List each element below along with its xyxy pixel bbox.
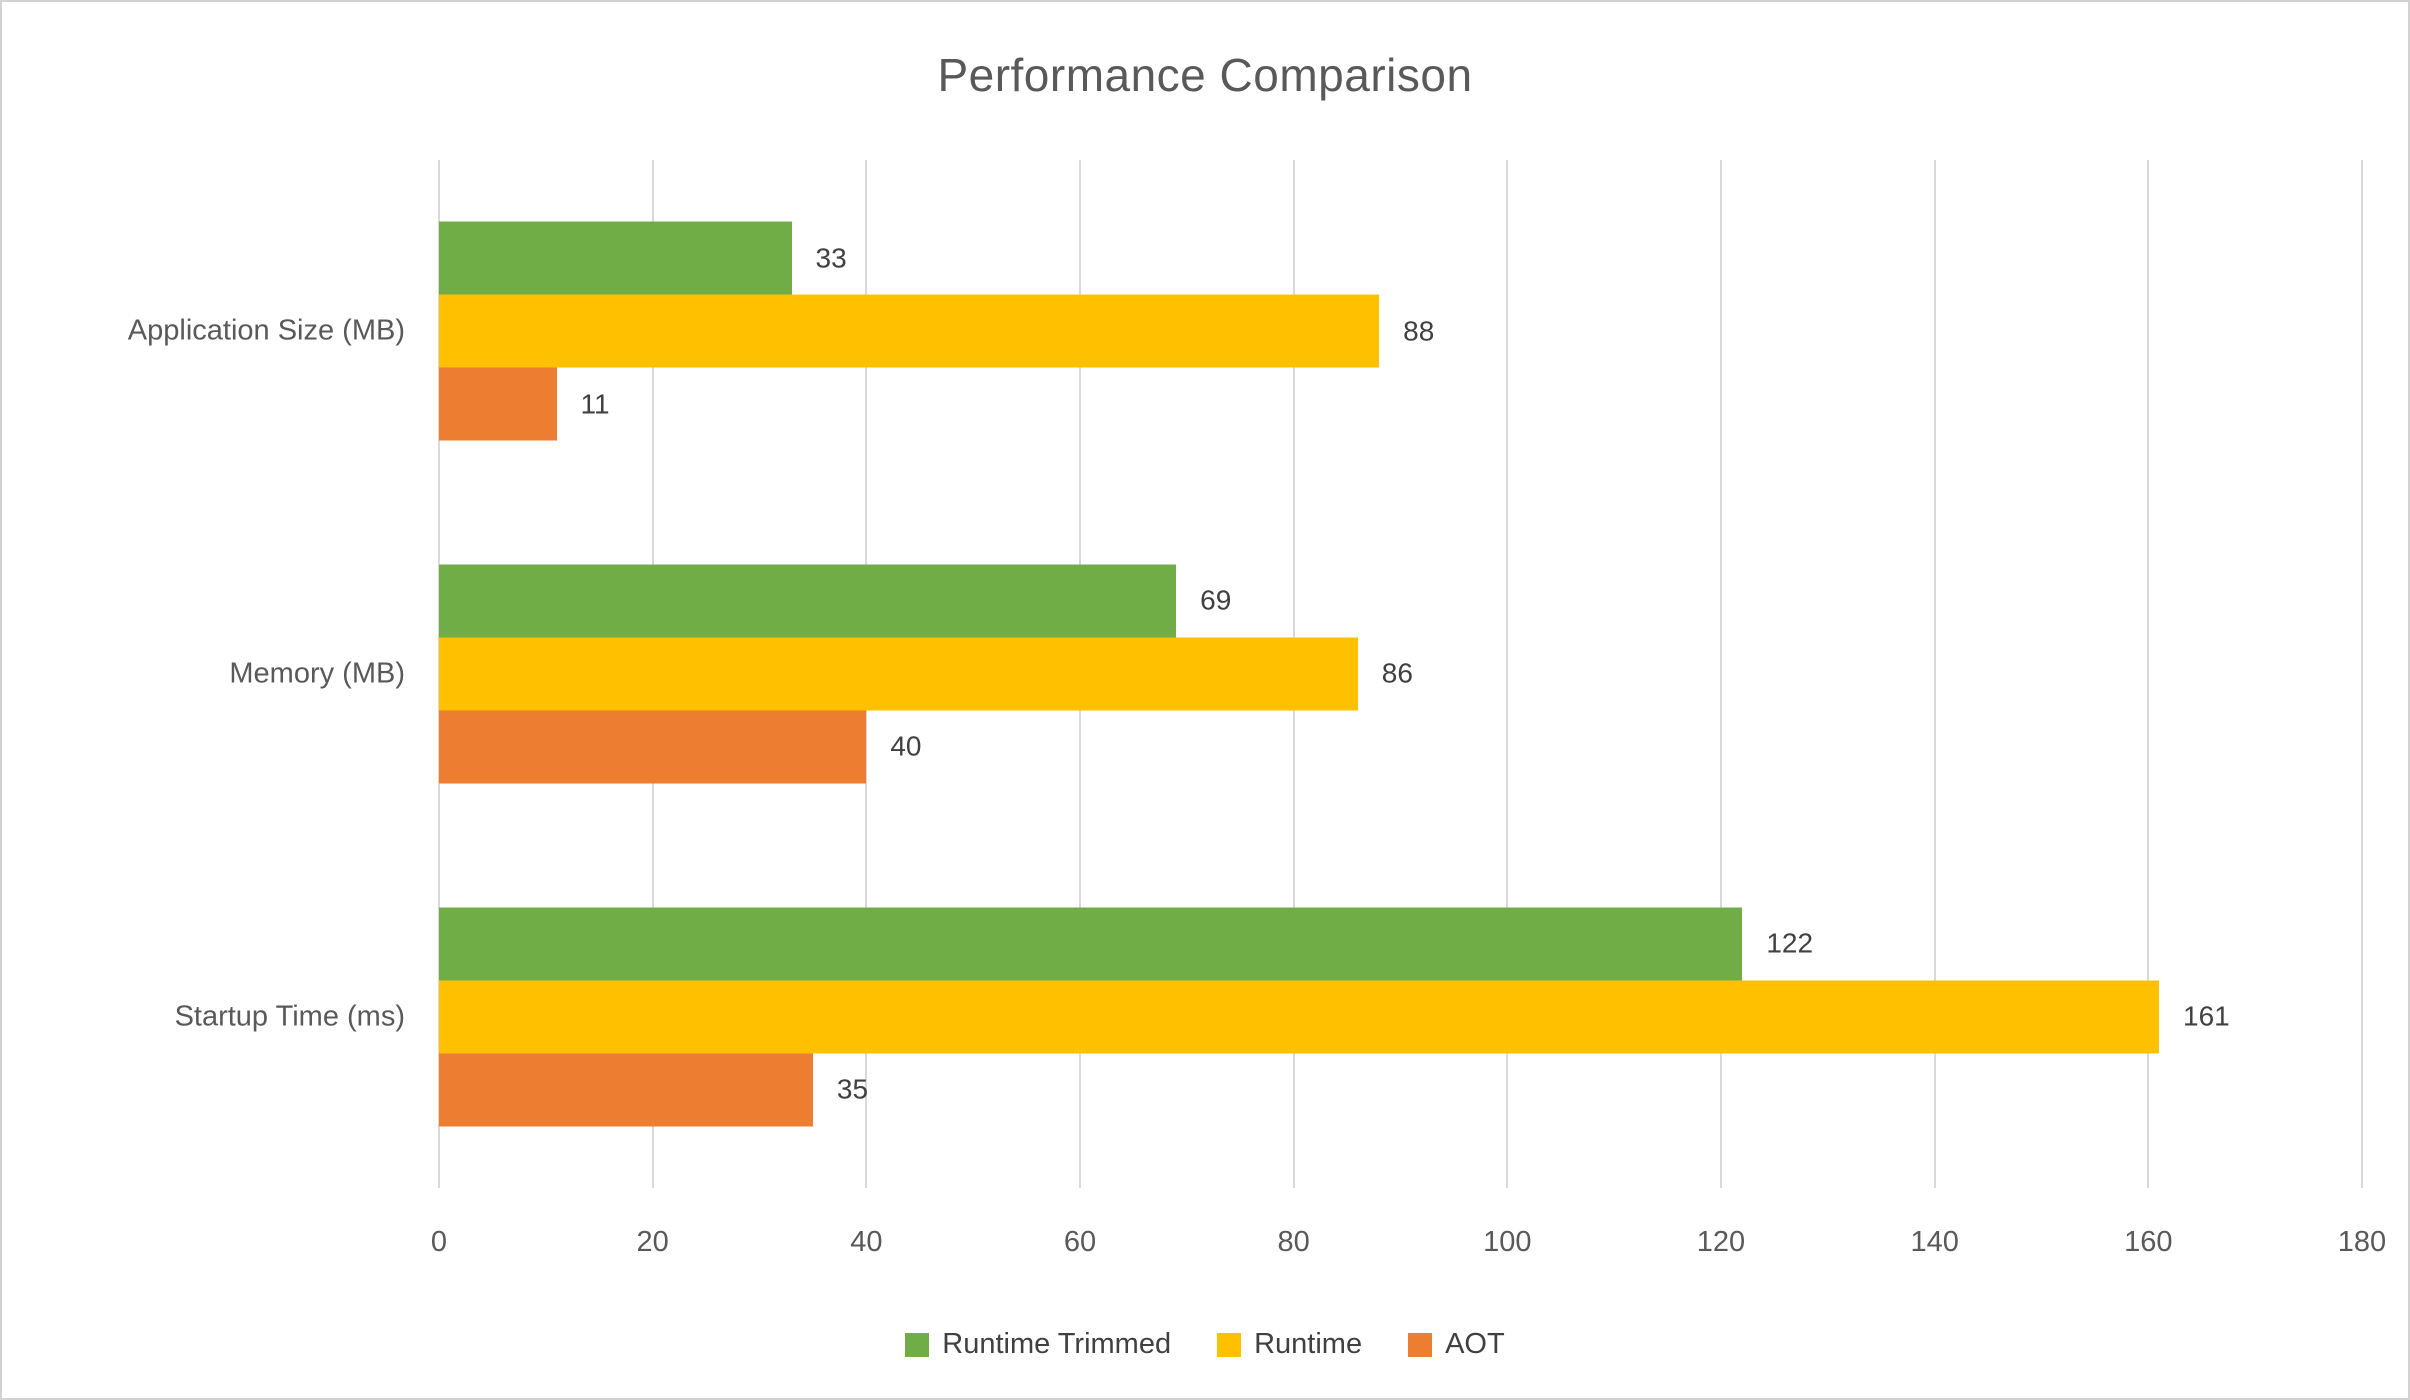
bar-stack: 33 88 11 — [439, 221, 2362, 441]
bar-runtime-startup-time-ms — [439, 980, 2160, 1054]
gridline-120 — [1719, 160, 1722, 1188]
legend-item-runtime-trimmed: Runtime Trimmed — [905, 1328, 1171, 1361]
y-axis-labels: Application Size (MB) Memory (MB) Startup … — [2, 160, 405, 1188]
bar-runtime-trimmed-application-size-mb — [439, 221, 792, 295]
x-axis-tick-160: 160 — [2124, 1226, 2173, 1258]
bar-runtime-trimmed-startup-time-ms — [439, 907, 1743, 981]
bar-row: 122 — [439, 907, 2362, 981]
bar-row: 86 — [439, 637, 2362, 711]
bar-row: 11 — [439, 367, 2362, 441]
value-label-runtime-startup-time-ms: 161 — [2183, 1000, 2230, 1032]
bar-stack: 69 86 40 — [439, 564, 2362, 784]
x-axis-tick-60: 60 — [1063, 1226, 1097, 1258]
x-axis-tick-180: 180 — [2337, 1226, 2387, 1258]
value-label-aot-application-size-mb: 11 — [580, 388, 610, 420]
plot-area: 33 88 11 69 86 40 122 161 35 — [438, 160, 2363, 1188]
bar-stack: 122 161 35 — [439, 907, 2362, 1127]
legend-label: Runtime Trimmed — [942, 1328, 1172, 1360]
bar-row: 40 — [439, 710, 2362, 784]
gridline-140 — [1933, 160, 1936, 1188]
bar-runtime-memory-mb — [439, 637, 1358, 711]
bar-row: 161 — [439, 980, 2362, 1054]
bar-row: 35 — [439, 1053, 2362, 1127]
y-axis-label-startup-time-ms: Startup Time (ms) — [174, 1000, 405, 1033]
value-label-runtime-application-size-mb: 88 — [1403, 315, 1435, 347]
bar-row: 88 — [439, 294, 2362, 368]
category-band-memory-mb: 69 86 40 — [439, 503, 2362, 846]
legend-swatch-icon — [1408, 1332, 1433, 1357]
value-label-runtime-trimmed-memory-mb: 69 — [1200, 584, 1232, 616]
value-label-runtime-trimmed-application-size-mb: 33 — [815, 242, 847, 274]
x-axis-labels: 0 20 40 60 80 100 120 140 160 180 — [431, 1226, 2386, 1266]
bar-aot-startup-time-ms — [439, 1053, 813, 1127]
chart-title: Performance Comparison — [937, 49, 1473, 101]
gridline-180 — [2361, 160, 2363, 1188]
legend-item-aot: AOT — [1408, 1328, 1505, 1361]
x-axis-tick-140: 140 — [1910, 1226, 1959, 1258]
gridline-100 — [1506, 160, 1509, 1188]
category-band-startup-time-ms: 122 161 35 — [439, 845, 2362, 1188]
category-band-application-size-mb: 33 88 11 — [439, 160, 2362, 503]
value-label-aot-startup-time-ms: 35 — [836, 1073, 869, 1105]
legend-swatch-icon — [1217, 1332, 1242, 1357]
value-label-runtime-trimmed-startup-time-ms: 122 — [1766, 927, 1814, 959]
bar-aot-memory-mb — [439, 710, 867, 784]
bar-runtime-application-size-mb — [439, 294, 1380, 368]
x-axis-tick-20: 20 — [636, 1226, 669, 1258]
legend-swatch-icon — [905, 1332, 930, 1357]
x-axis-tick-120: 120 — [1696, 1226, 1746, 1258]
bar-row: 33 — [439, 221, 2362, 295]
x-axis-tick-100: 100 — [1483, 1226, 1532, 1258]
legend-label: AOT — [1445, 1328, 1505, 1360]
bar-row: 69 — [439, 564, 2362, 638]
y-axis-label-application-size-mb: Application Size (MB) — [127, 314, 405, 347]
legend-item-runtime: Runtime — [1217, 1328, 1362, 1361]
bar-aot-application-size-mb — [439, 367, 557, 441]
value-label-aot-memory-mb: 40 — [890, 730, 922, 762]
y-axis-label-memory-mb: Memory (MB) — [229, 657, 405, 690]
x-axis-tick-40: 40 — [850, 1226, 883, 1258]
x-axis-tick-0: 0 — [430, 1226, 448, 1258]
bar-runtime-trimmed-memory-mb — [439, 564, 1177, 638]
x-axis-tick-80: 80 — [1277, 1226, 1310, 1258]
gridline-160 — [2147, 160, 2150, 1188]
value-label-runtime-memory-mb: 86 — [1381, 657, 1413, 689]
legend-label: Runtime — [1254, 1328, 1363, 1360]
legend: Runtime Trimmed Runtime AOT — [2, 1328, 2408, 1361]
